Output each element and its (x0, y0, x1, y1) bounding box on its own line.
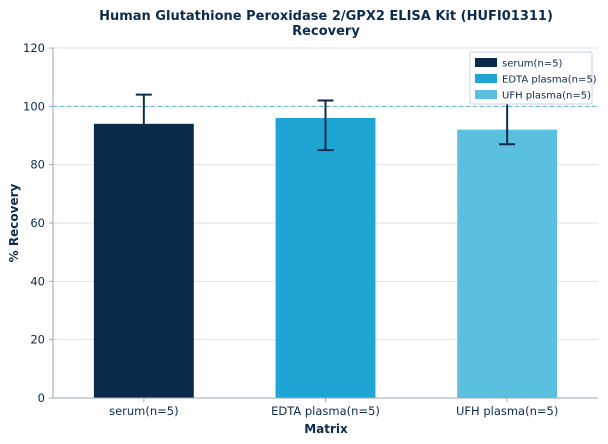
legend-label: UFH plasma(n=5) (502, 91, 591, 102)
x-axis-title: Matrix (304, 422, 348, 436)
y-tick-label: 20 (30, 333, 45, 347)
legend-swatch (475, 58, 497, 67)
legend-swatch (475, 74, 497, 83)
x-tick-labels: serum(n=5) EDTA plasma(n=5) UFH plasma(n=5… (109, 398, 558, 418)
legend-box (469, 51, 593, 105)
x-tick-label: EDTA plasma(n=5) (271, 404, 380, 418)
legend-swatch (475, 90, 497, 99)
bar (457, 129, 558, 398)
y-tick-label: 0 (38, 391, 45, 405)
chart-title: Human Glutathione Peroxidase 2/GPX2 ELIS… (99, 9, 553, 24)
x-tick-label: UFH plasma(n=5) (456, 404, 558, 418)
y-tick-label: 120 (23, 41, 45, 55)
y-tick-label: 100 (23, 99, 45, 113)
y-tick-label: 40 (30, 274, 45, 288)
bars-layer (93, 118, 558, 398)
bar (275, 118, 376, 398)
legend: serum(n=5) EDTA plasma(n=5) UFH plasma(n=5… (469, 51, 597, 105)
y-axis-title: % Recovery (7, 184, 21, 263)
y-tick-label: 80 (30, 158, 45, 172)
chart-subtitle: Recovery (292, 24, 360, 39)
y-tick-labels: 0 20 40 60 80 100 120 (23, 41, 53, 405)
legend-label: serum(n=5) (502, 59, 563, 70)
legend-label: EDTA plasma(n=5) (502, 75, 597, 86)
x-tick-label: serum(n=5) (109, 404, 179, 418)
bar (93, 123, 194, 398)
y-tick-label: 60 (30, 216, 45, 230)
